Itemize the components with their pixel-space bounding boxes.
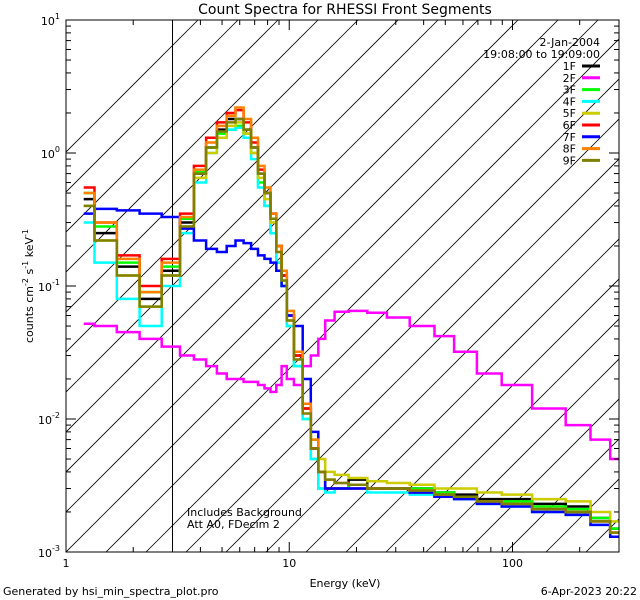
y-axis-label: counts cm-2 s-1 keV-1 [21, 229, 36, 343]
hatch-line [66, 20, 559, 513]
ylabel-s: s [23, 268, 36, 277]
time-range: 19:08:00 to 19:09:00 [483, 48, 600, 61]
y-tick-exponent: -2 [52, 411, 60, 420]
y-tick-exponent: 0 [55, 145, 60, 154]
series-line-9F [83, 117, 619, 534]
y-tick-label: 10-1 [38, 278, 60, 294]
hatch-line [305, 238, 619, 552]
series-line-5F [83, 121, 619, 523]
hatch-line [505, 438, 619, 552]
hatch-line [66, 20, 279, 233]
series-line-8F [83, 106, 619, 534]
y-tick-base: 10 [41, 148, 55, 161]
chart-title: Count Spectra for RHESSI Front Segments [198, 2, 492, 18]
x-tick-label: 100 [502, 557, 523, 570]
y-tick-label: 100 [41, 145, 60, 161]
y-tick-base: 10 [41, 15, 55, 28]
ylabel-exp3: -1 [21, 229, 30, 237]
footer-generated-by: Generated by hsi_min_spectra_plot.pro [3, 585, 219, 598]
legend-label-6F: 6F [563, 119, 576, 132]
annotation-attenuator: Att A0, FDecim 2 [187, 518, 280, 531]
axis-ticks [65, 20, 620, 553]
x-tick-label: 1 [63, 557, 70, 570]
hatch-line [465, 398, 619, 552]
legend-label-1F: 1F [563, 60, 576, 73]
y-tick-label: 10-3 [38, 544, 60, 560]
hatch-line [66, 20, 599, 552]
hatch-line [66, 20, 319, 273]
hatch-line [66, 20, 239, 193]
hatch-line [425, 358, 619, 552]
legend-label-5F: 5F [563, 107, 576, 120]
y-tick-base: 10 [38, 414, 52, 427]
y-tick-exponent: 1 [55, 12, 60, 21]
footer-timestamp: 6-Apr-2023 20:22 [541, 585, 637, 598]
y-tick-label: 10-2 [38, 411, 60, 427]
hatch-line [145, 78, 619, 552]
hatch-line [66, 20, 399, 353]
legend-label-7F: 7F [563, 131, 576, 144]
hatch-line [345, 278, 619, 552]
annotation-background: Includes Background [187, 506, 302, 519]
ylabel-kev: keV [23, 237, 36, 261]
x-tick-label: 10 [282, 557, 296, 570]
hatch-line [66, 20, 359, 313]
x-axis-label: Energy (keV) [310, 577, 381, 590]
y-tick-base: 10 [38, 281, 52, 294]
hatch-line [385, 318, 619, 552]
y-tick-exponent: -1 [52, 278, 60, 287]
hatch-line [66, 20, 199, 153]
legend-label-4F: 4F [563, 95, 576, 108]
legend-label-3F: 3F [563, 84, 576, 97]
hatch-line [185, 118, 619, 552]
hatch-line [105, 38, 619, 552]
plot-date: 2-Jan-2004 [540, 36, 601, 49]
excluded-energy-hatch [66, 20, 619, 552]
hatch-line [545, 478, 619, 552]
legend-label-9F: 9F [563, 154, 576, 167]
legend-label-8F: 8F [563, 143, 576, 156]
y-tick-label: 101 [41, 12, 60, 28]
hatch-line [66, 20, 479, 433]
ylabel-counts: counts cm [23, 286, 36, 343]
ylabel-exp1: -2 [21, 278, 30, 286]
y-tick-exponent: -3 [52, 544, 60, 553]
hatch-line [66, 20, 519, 473]
ylabel-exp2: -1 [21, 261, 30, 269]
series-line-4F [83, 126, 619, 539]
legend-label-2F: 2F [563, 72, 576, 85]
hatch-line [265, 198, 619, 552]
series-line-2F [83, 309, 619, 461]
series-lines [83, 106, 619, 539]
y-tick-base: 10 [38, 547, 52, 560]
hatch-line [225, 158, 619, 552]
x-tick-labels: 1 10 100 [63, 557, 523, 570]
